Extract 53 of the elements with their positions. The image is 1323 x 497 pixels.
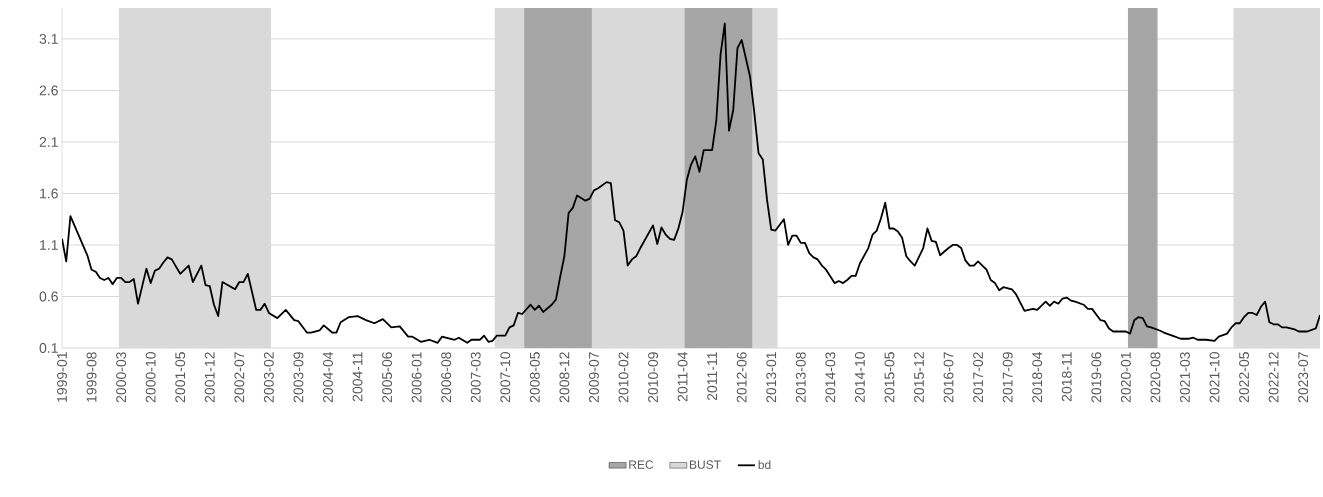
x-tick-label: 2019-06 [1091, 352, 1102, 403]
x-tick-label: 2010-02 [618, 352, 629, 403]
x-tick-label: 2014-10 [854, 352, 865, 403]
y-tick-label: 1.6 [40, 188, 58, 199]
legend-label: bd [758, 460, 771, 470]
x-tick-label: 2004-11 [352, 352, 363, 402]
x-tick-label: 2018-11 [1061, 352, 1072, 402]
y-tick-label: 3.1 [39, 33, 58, 44]
x-tick-label: 2013-01 [766, 352, 777, 403]
y-tick-label: 0.6 [39, 291, 58, 302]
x-tick-label: 2003-02 [263, 352, 274, 403]
y-tick-label: 1.1 [40, 240, 58, 250]
y-tick-label: 2.6 [39, 85, 58, 96]
x-tick-label: 2015-12 [914, 352, 924, 403]
x-tick-label: 2016-07 [943, 352, 954, 403]
x-tick-label: 2000-03 [116, 352, 127, 403]
y-tick-label: 2.1 [39, 137, 58, 147]
x-tick-label: 2021-10 [1209, 352, 1220, 403]
x-tick-label: 2008-12 [559, 352, 570, 403]
x-tick-label: 2007-03 [470, 352, 481, 403]
legend-label: BUST [690, 460, 721, 469]
x-tick-label: 2022-05 [1239, 352, 1250, 403]
legend-label: REC [629, 460, 654, 469]
x-tick-label: 2008-05 [529, 352, 540, 403]
x-tick-label: 2005-06 [382, 352, 393, 403]
x-tick-label: 2015-05 [884, 352, 895, 403]
x-tick-label: 2009-07 [588, 352, 599, 403]
x-tick-label: 2020-08 [1150, 352, 1161, 403]
x-tick-label: 2012-06 [736, 352, 747, 403]
x-tick-label: 2001-12 [204, 352, 215, 403]
x-tick-label: 2007-10 [500, 352, 511, 403]
x-tick-label: 2011-11 [707, 352, 718, 401]
x-tick-label: 2000-10 [145, 352, 156, 403]
x-tick-label: 2020-01 [1120, 352, 1131, 403]
x-tick-label: 1999-08 [86, 352, 97, 402]
x-tick-label: 2017-02 [973, 352, 984, 403]
x-tick-label: 2023-07 [1298, 352, 1309, 403]
x-tick-label: 2001-05 [175, 352, 186, 403]
x-tick-label: 2011-04 [677, 351, 688, 402]
x-tick-label: 2004-04 [323, 351, 333, 403]
y-tick-label: 0.1 [39, 343, 58, 353]
x-tick-label: 2006-08 [441, 352, 452, 403]
x-tick-label: 2006-01 [411, 352, 422, 403]
x-tick-label: 2018-04 [1032, 351, 1043, 403]
x-tick-label: 1999-01 [57, 352, 67, 402]
x-tick-label: 2017-09 [1002, 352, 1013, 403]
x-tick-label: 2003-09 [293, 352, 304, 403]
x-tick-label: 2022-12 [1268, 352, 1279, 403]
x-tick-label: 2002-07 [234, 352, 245, 403]
x-tick-label: 2021-03 [1179, 352, 1190, 403]
x-tick-label: 2010-09 [648, 352, 658, 403]
x-tick-label: 2014-03 [825, 352, 836, 403]
x-tick-label: 2013-08 [795, 352, 806, 403]
